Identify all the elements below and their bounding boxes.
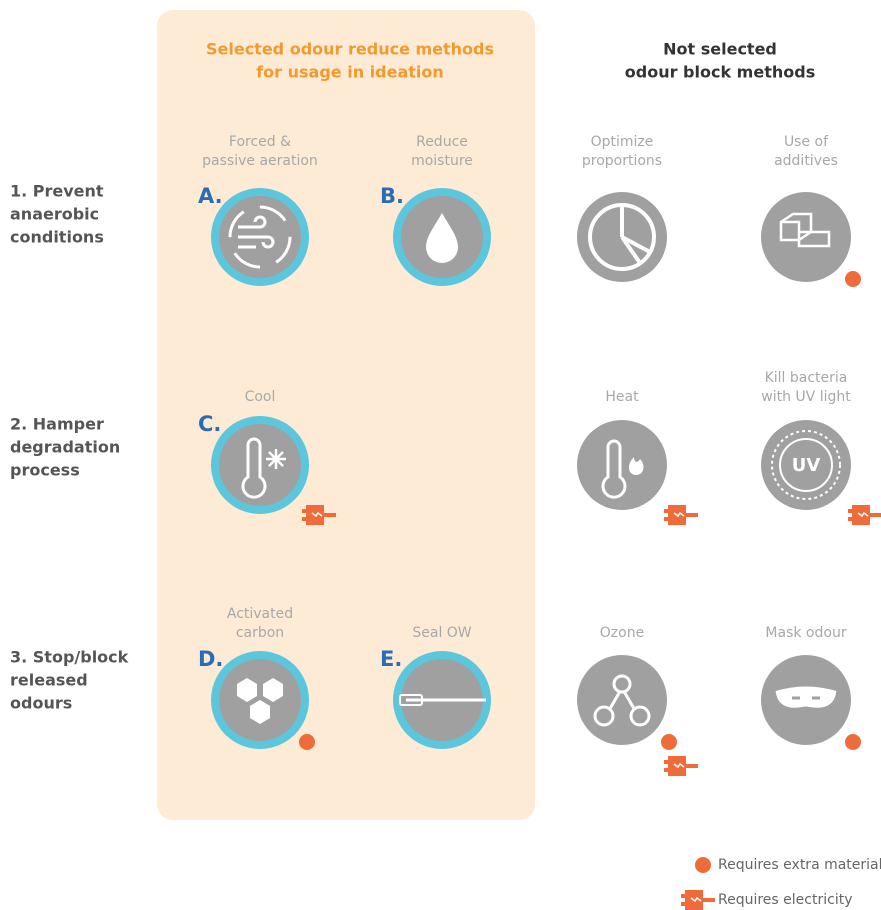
method-icon xyxy=(779,212,831,248)
method-label: passive aeration xyxy=(202,153,318,169)
method-label: moisture xyxy=(411,153,473,169)
method-label: carbon xyxy=(236,625,284,641)
electricity-icon xyxy=(848,505,881,525)
plug xyxy=(302,505,336,525)
method-letter: D. xyxy=(198,647,223,671)
icon xyxy=(426,213,458,263)
method-circle xyxy=(577,420,667,510)
method-circle xyxy=(577,655,667,745)
method-label: with UV light xyxy=(761,389,851,405)
method-label: Use of xyxy=(784,134,829,150)
method-icon xyxy=(426,213,458,263)
row-label: anaerobic xyxy=(10,205,99,224)
row-label: 1. Prevent xyxy=(10,182,104,201)
icon xyxy=(779,438,833,492)
icon xyxy=(238,215,275,249)
icon xyxy=(593,705,615,727)
material-dot xyxy=(845,271,861,287)
header: for usage in ideation xyxy=(256,63,444,82)
icon xyxy=(228,205,292,269)
row-label: odours xyxy=(10,694,72,713)
plug xyxy=(681,890,715,910)
method-icon: UV xyxy=(771,430,841,500)
icon xyxy=(629,705,651,727)
method-label: proportions xyxy=(582,153,662,169)
plug xyxy=(664,756,698,776)
method-icon xyxy=(228,205,292,269)
bolt xyxy=(311,511,323,518)
method-label: additives xyxy=(774,153,838,169)
icon xyxy=(250,700,270,724)
row-label: 3. Stop/block xyxy=(10,648,129,667)
method-label: Activated xyxy=(227,606,293,622)
row-label: released xyxy=(10,671,88,690)
method-label: Reduce xyxy=(416,134,468,150)
method-circle xyxy=(761,192,851,282)
icon-text: UV xyxy=(792,455,821,476)
icon xyxy=(779,212,831,248)
bolt xyxy=(690,896,702,903)
method-icon xyxy=(241,437,286,499)
header: odour block methods xyxy=(625,63,815,82)
plug xyxy=(664,505,698,525)
bolt xyxy=(673,762,685,769)
electricity-icon xyxy=(681,890,715,910)
method-icon xyxy=(601,439,644,499)
electricity-icon xyxy=(664,505,698,525)
bolt xyxy=(857,511,869,518)
method-label: Forced & xyxy=(229,134,291,150)
icon xyxy=(399,694,423,706)
header: Not selected xyxy=(663,40,777,59)
icon xyxy=(241,437,267,499)
method-label: Ozone xyxy=(600,625,644,641)
method-letter: A. xyxy=(198,184,223,208)
legend-label: Requires extra material xyxy=(718,857,881,873)
header: Selected odour reduce methods xyxy=(206,40,494,59)
method-label: Heat xyxy=(605,389,639,405)
method-circle xyxy=(761,420,851,510)
material-dot xyxy=(695,857,711,873)
material-dot xyxy=(299,734,315,750)
icon xyxy=(601,439,627,499)
icon xyxy=(612,674,632,694)
bolt xyxy=(673,511,685,518)
icon xyxy=(263,678,283,702)
method-icon xyxy=(399,694,486,706)
method-icon xyxy=(237,678,283,724)
icon xyxy=(620,205,651,265)
material-dot xyxy=(845,734,861,750)
method-letter: E. xyxy=(380,647,402,671)
method-icon xyxy=(593,674,651,727)
material-dot xyxy=(661,734,677,750)
icon xyxy=(771,430,841,500)
row-label: degradation xyxy=(10,438,120,457)
method-letter: C. xyxy=(198,412,221,436)
plug xyxy=(848,505,881,525)
method-label: Optimize xyxy=(591,134,654,150)
legend-label: Requires electricity xyxy=(718,892,852,908)
method-label: Cool xyxy=(245,389,276,405)
icon xyxy=(237,678,257,702)
electricity-icon xyxy=(664,756,698,776)
method-icon xyxy=(588,203,656,271)
method-label: Mask odour xyxy=(765,625,846,641)
icon xyxy=(628,457,644,475)
method-letter: B. xyxy=(380,184,404,208)
method-label: Seal OW xyxy=(412,625,471,641)
row-label: conditions xyxy=(10,228,104,247)
row-label: process xyxy=(10,461,80,480)
icon xyxy=(266,449,286,469)
method-icon xyxy=(772,683,840,711)
row-label: 2. Hamper xyxy=(10,415,104,434)
icon xyxy=(772,683,840,711)
method-label: Kill bacteria xyxy=(765,370,848,386)
electricity-icon xyxy=(302,505,336,525)
